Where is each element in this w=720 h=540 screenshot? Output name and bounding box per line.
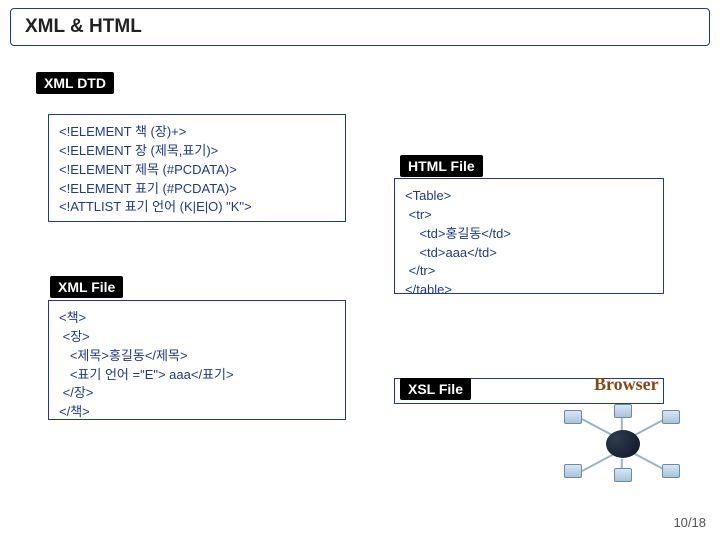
box-html: <Table> <tr> <td>홍길동</td> <td>aaa</td> <… [394, 178, 664, 294]
label-xsl-file-text: XSL File [408, 381, 463, 397]
slide-title: XML & HTML [25, 16, 142, 38]
label-xml-file-text: XML File [58, 279, 115, 295]
label-html-file: HTML File [400, 155, 483, 177]
label-browser-text: Browser [594, 374, 659, 394]
slide-title-bar: XML & HTML [10, 8, 710, 46]
label-xml-file: XML File [50, 276, 123, 298]
label-xsl-file: XSL File [400, 378, 471, 400]
box-dtd: <!ELEMENT 책 (장)+> <!ELEMENT 장 (제목,표기)> <… [48, 114, 346, 222]
label-xml-dtd-text: XML DTD [44, 75, 106, 91]
label-xml-dtd: XML DTD [36, 72, 114, 94]
box-xml: <책> <장> <제목>홍길동</제목> <표기 언어 ="E"> aaa</표… [48, 300, 346, 420]
label-browser: Browser [594, 374, 659, 395]
label-html-file-text: HTML File [408, 158, 475, 174]
network-icon [562, 404, 682, 484]
page-number: 10/18 [673, 515, 706, 530]
